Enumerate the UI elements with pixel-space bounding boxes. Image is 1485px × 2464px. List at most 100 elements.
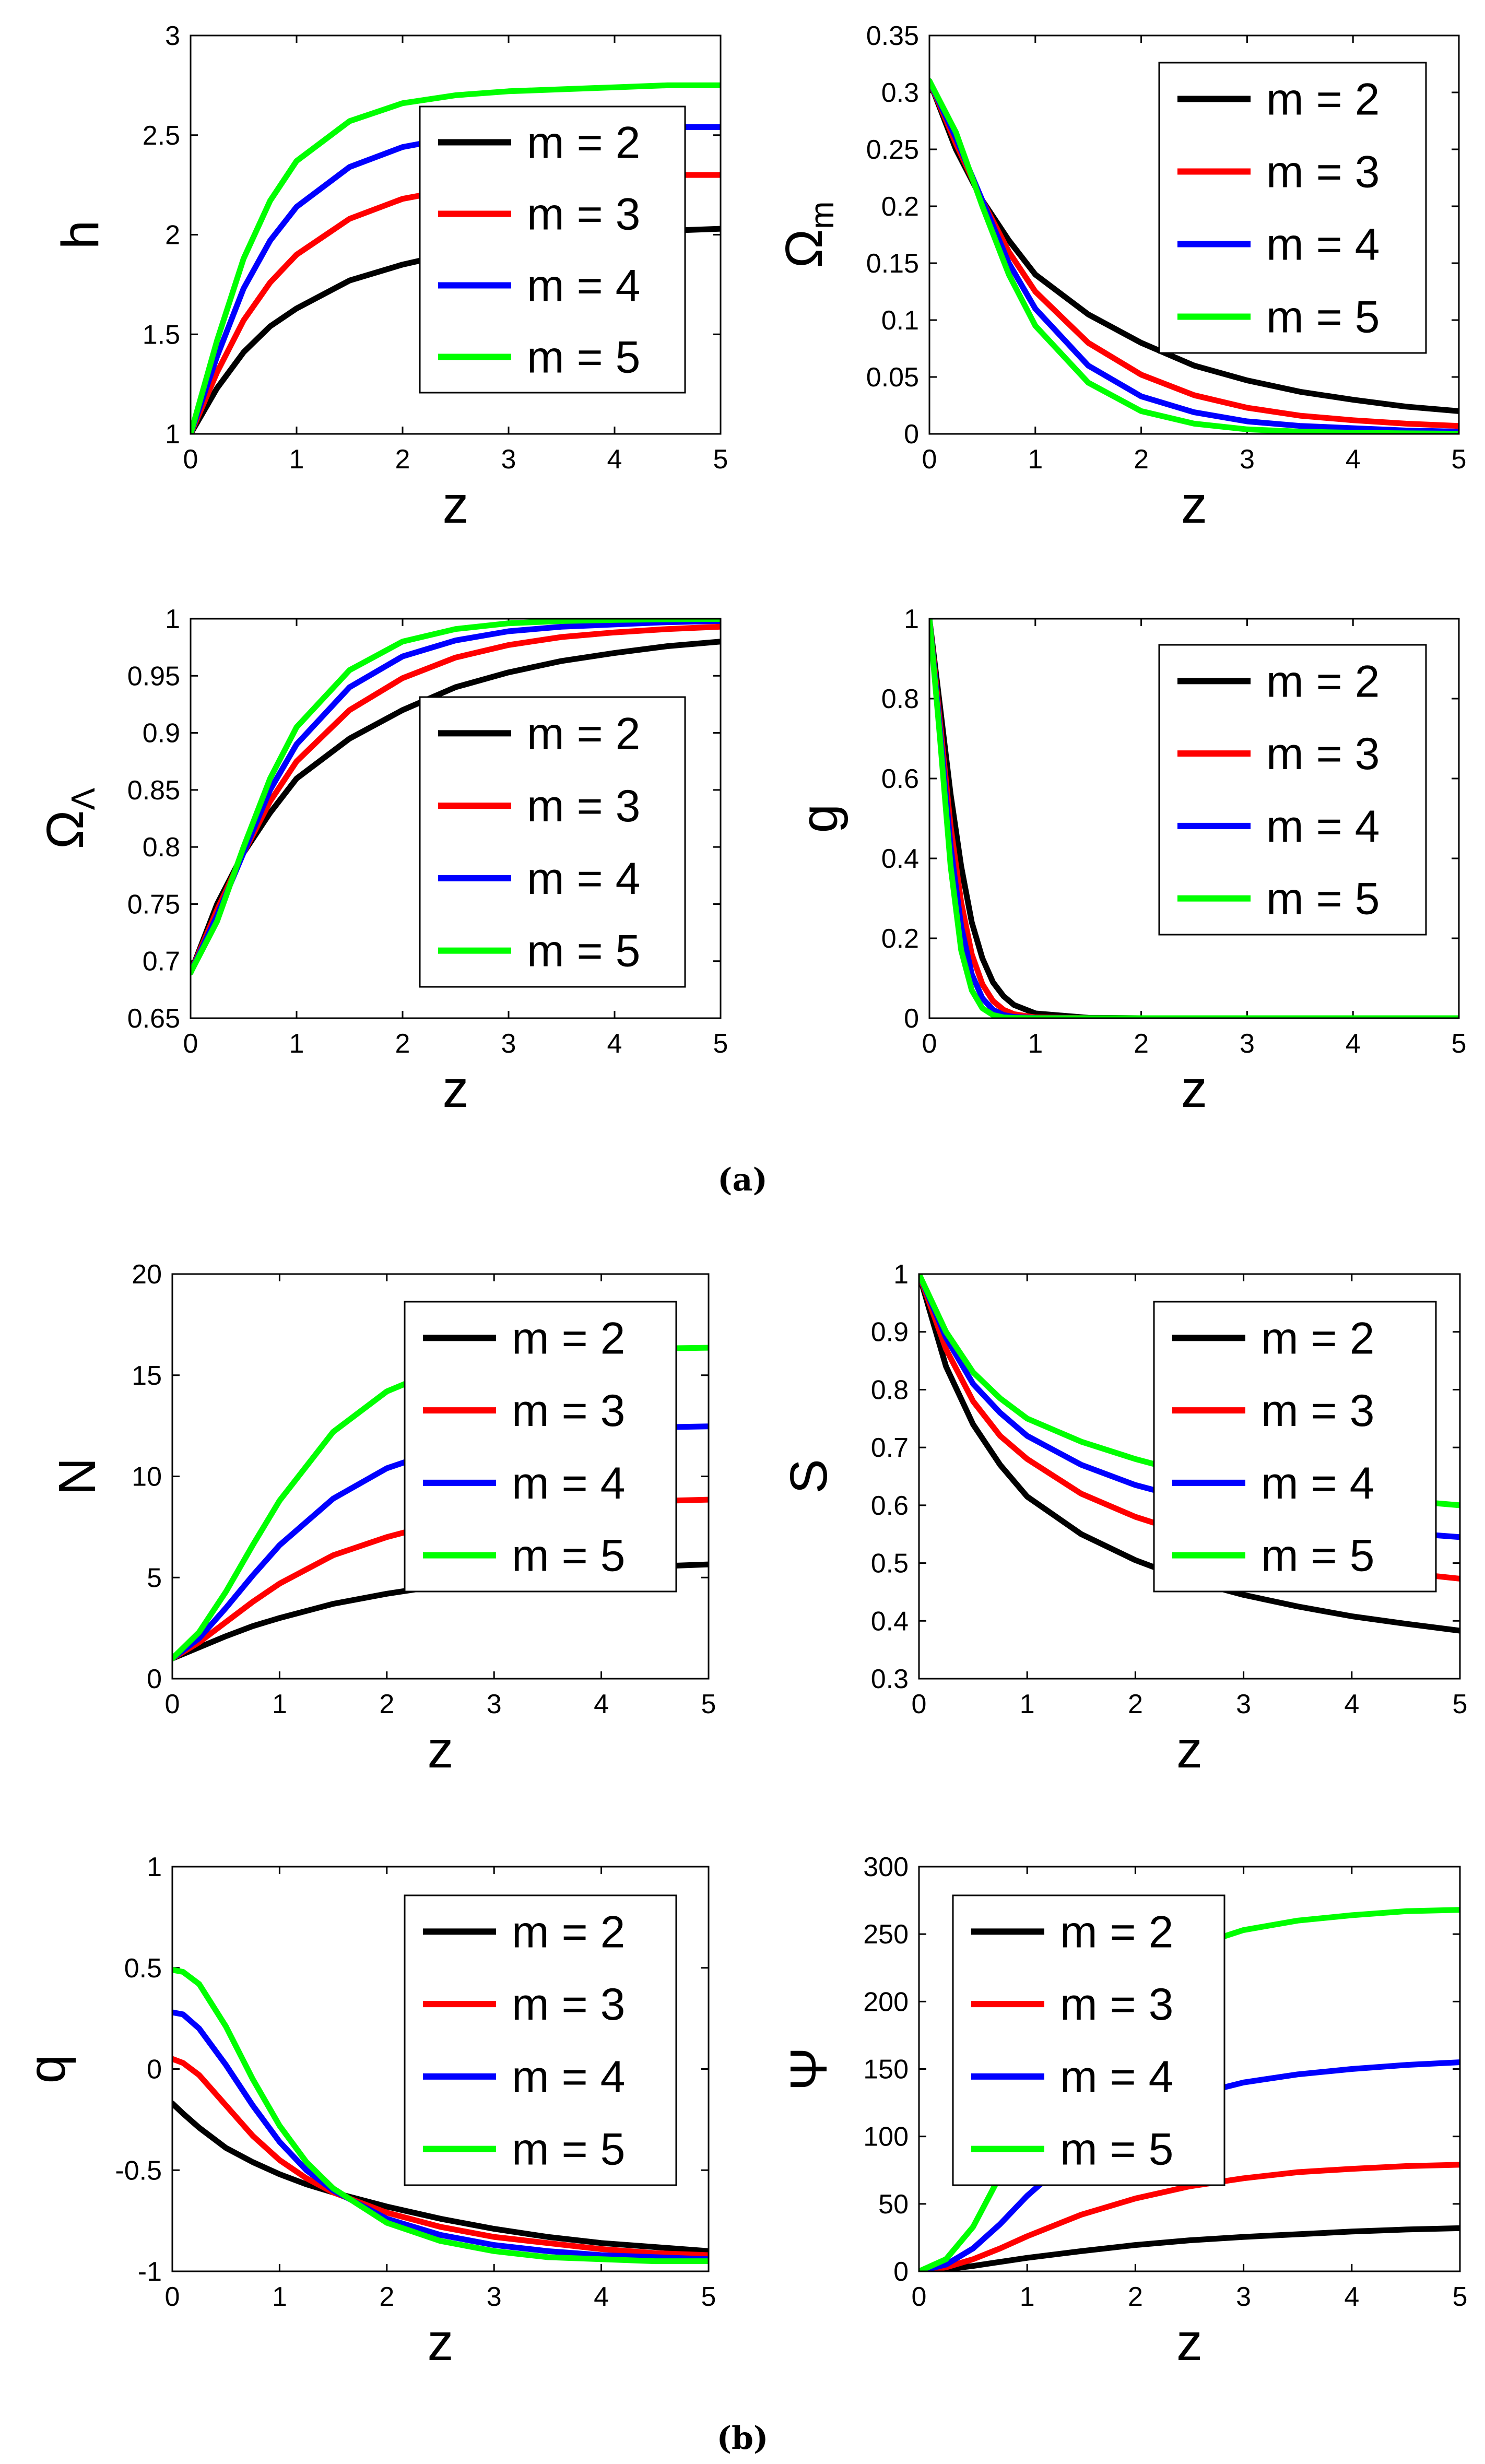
legend-label: m = 3 xyxy=(527,190,640,240)
x-tick-label: 1 xyxy=(1020,2282,1035,2312)
y-tick-label: 0 xyxy=(893,2257,909,2287)
y-axis-label-main: q xyxy=(18,2055,76,2084)
plot-frame-top xyxy=(928,618,1460,1019)
series-group xyxy=(191,619,721,976)
x-tick-label: 3 xyxy=(501,1029,516,1059)
y-tick-label: 1 xyxy=(904,604,919,634)
legend: m = 2 m = 3 m = 4 m = 5 xyxy=(952,1894,1225,2186)
legend-label: m = 2 xyxy=(512,1907,625,1957)
y-tick-label: 0.5 xyxy=(871,1549,909,1579)
series-line-m5 xyxy=(191,619,721,976)
series-line-m5 xyxy=(191,82,721,434)
y-tick-label: 0.8 xyxy=(881,684,919,714)
y-tick-label: 0.9 xyxy=(143,718,180,749)
legend-label: m = 4 xyxy=(1266,220,1380,270)
x-tick-label: 1 xyxy=(272,2282,287,2312)
y-axis-label: q xyxy=(18,2055,76,2084)
x-tick-label: 3 xyxy=(501,444,516,475)
series-line-m5 xyxy=(172,1967,709,2265)
x-tick-label: 5 xyxy=(713,444,728,475)
x-tick-label: 3 xyxy=(1240,444,1255,475)
legend-label: m = 2 xyxy=(1060,1907,1173,1957)
y-tick-label: 0.75 xyxy=(127,889,180,919)
x-tick-label: 3 xyxy=(1236,1689,1251,1719)
legend: m = 2 m = 3 m = 4 m = 5 xyxy=(1158,62,1427,354)
x-tick-label: 1 xyxy=(289,444,304,475)
legend: m = 2 m = 3 m = 4 m = 5 xyxy=(1153,1301,1437,1593)
legend-label: m = 3 xyxy=(512,1386,625,1436)
x-axis-label: z xyxy=(428,2313,454,2372)
legend-label: m = 2 xyxy=(527,709,640,759)
y-axis-label-subscript: Λ xyxy=(64,787,102,810)
x-tick-label: 4 xyxy=(1346,444,1361,475)
y-tick-label: 0.35 xyxy=(866,21,919,51)
plot-frame-top xyxy=(918,1866,1461,2272)
plot-frame-top xyxy=(928,34,1460,435)
x-tick-label: 4 xyxy=(594,1689,609,1719)
x-tick-label: 3 xyxy=(1236,2282,1251,2312)
y-axis-label: Ψ xyxy=(780,2047,838,2091)
legend-label: m = 5 xyxy=(1261,1531,1374,1581)
y-tick-label: 0 xyxy=(147,2055,162,2085)
chart-q: 0 1 2 3 4 5 -1 -0.5 0 0.5 1 z q m = 2 m = 3 m = 4 m = 5 xyxy=(18,1852,716,2372)
legend: m = 2 m = 3 m = 4 m = 5 xyxy=(404,1894,677,2186)
y-tick-label: 250 xyxy=(863,1919,909,1950)
x-tick-label: 5 xyxy=(701,2282,716,2312)
y-tick-label: 150 xyxy=(863,2055,909,2085)
x-tick-label: 5 xyxy=(701,1689,716,1719)
x-tick-label: 0 xyxy=(922,444,937,475)
plot-frame-top xyxy=(190,34,722,435)
plot-frame-top xyxy=(918,1273,1461,1680)
y-tick-label: 1 xyxy=(165,604,180,634)
chart-omega_m: 0 1 2 3 4 5 0 0.05 0.1 0.15 0.2 0.25 0.3 0.35 z Ωm m = 2… xyxy=(775,21,1466,534)
legend-label: m = 2 xyxy=(1266,75,1380,125)
y-tick-label: 1 xyxy=(147,1852,162,1882)
series-group xyxy=(172,1967,709,2265)
legend-label: m = 3 xyxy=(1266,729,1380,779)
x-tick-label: 5 xyxy=(1453,1689,1468,1719)
x-tick-label: 2 xyxy=(1134,1029,1149,1059)
x-tick-label: 2 xyxy=(379,1689,394,1719)
plot-frame-top xyxy=(171,1273,710,1680)
y-tick-label: 0.5 xyxy=(124,1953,162,1984)
y-axis-label: Ωm xyxy=(775,201,841,268)
y-tick-label: 0 xyxy=(904,1004,919,1034)
legend-label: m = 5 xyxy=(512,2125,625,2175)
y-tick-label: 10 xyxy=(132,1462,162,1492)
x-axis-label: z xyxy=(1181,476,1207,534)
y-tick-label: 0.25 xyxy=(866,135,919,165)
legend-box xyxy=(1158,62,1427,354)
y-tick-label: 0 xyxy=(147,1664,162,1694)
x-tick-label: 5 xyxy=(1452,1029,1467,1059)
y-tick-label: 0.8 xyxy=(143,832,180,863)
y-tick-label: -1 xyxy=(138,2257,162,2287)
legend-box xyxy=(952,1894,1225,2186)
y-axis-label-main: S xyxy=(780,1459,838,1494)
y-tick-label: 0.1 xyxy=(881,305,919,336)
x-tick-label: 5 xyxy=(1452,444,1467,475)
x-tick-label: 2 xyxy=(379,2282,394,2312)
x-tick-label: 2 xyxy=(1128,1689,1143,1719)
y-tick-label: 0.3 xyxy=(871,1664,909,1694)
legend-label: m = 4 xyxy=(527,261,640,311)
legend-label: m = 3 xyxy=(1261,1386,1374,1436)
x-tick-label: 4 xyxy=(1344,2282,1359,2312)
x-tick-label: 0 xyxy=(165,2282,180,2312)
legend-box xyxy=(1153,1301,1437,1593)
y-axis-label: ΩΛ xyxy=(36,787,102,849)
y-axis-label-main: Ω xyxy=(775,229,833,268)
x-tick-label: 2 xyxy=(395,1029,410,1059)
y-tick-label: 15 xyxy=(132,1361,162,1391)
legend-label: m = 4 xyxy=(1266,801,1380,852)
legend-box xyxy=(404,1894,677,2186)
x-tick-label: 0 xyxy=(912,1689,927,1719)
x-tick-label: 5 xyxy=(713,1029,728,1059)
caption-a: (a) xyxy=(717,1162,768,1198)
y-tick-label: 0.7 xyxy=(143,947,180,977)
x-axis-label: z xyxy=(1176,1720,1203,1779)
x-tick-label: 1 xyxy=(1028,1029,1043,1059)
x-tick-label: 5 xyxy=(1453,2282,1468,2312)
